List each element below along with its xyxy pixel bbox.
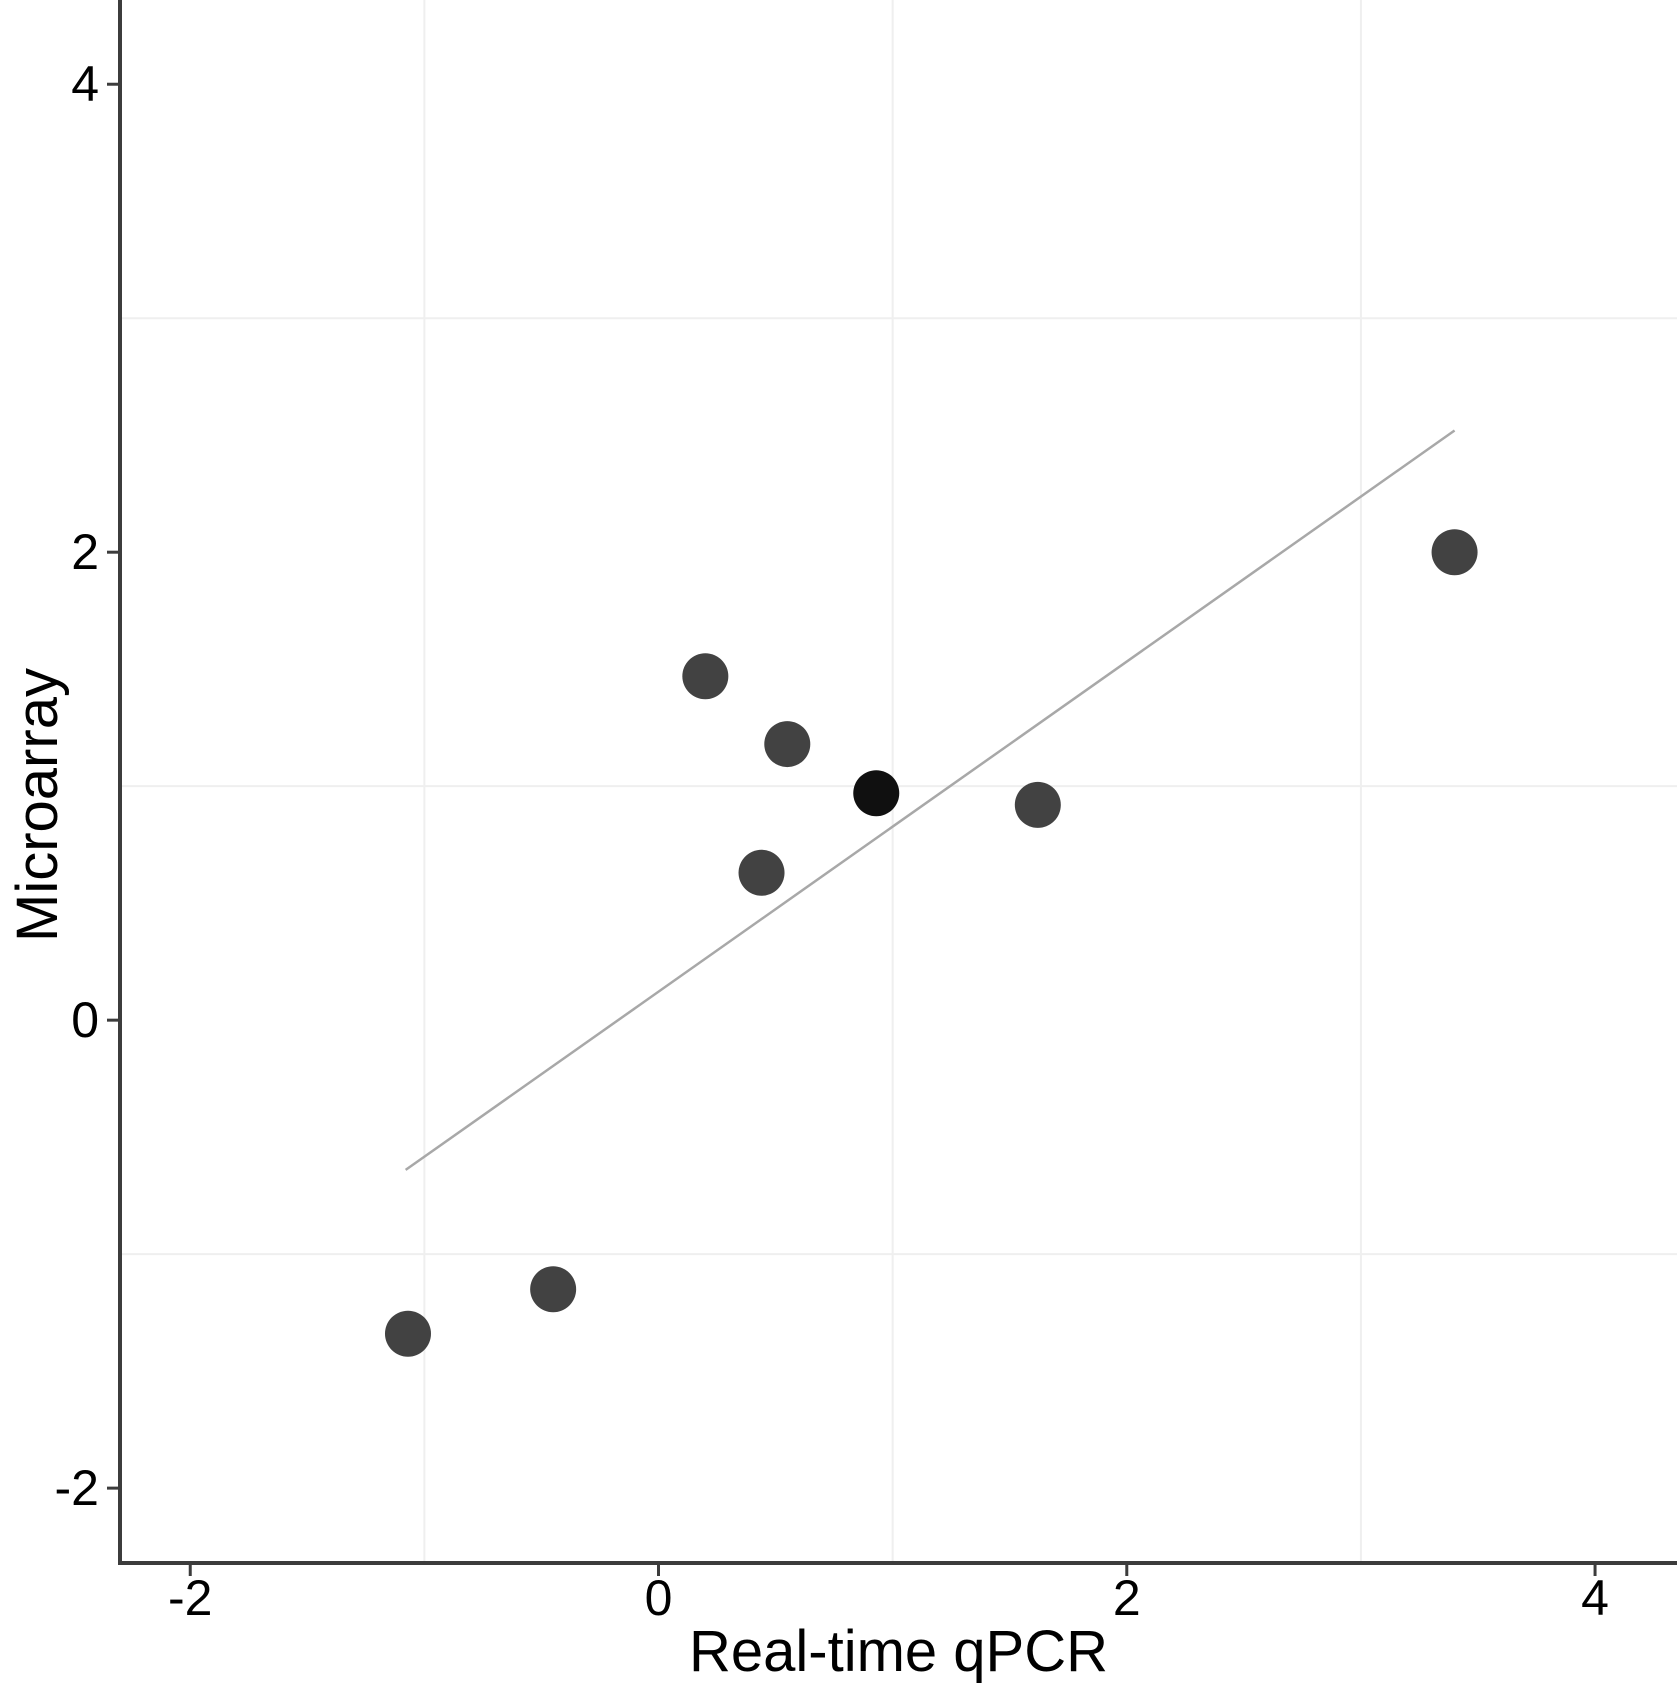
trend-line bbox=[404, 429, 1456, 1171]
data-point bbox=[764, 721, 811, 768]
x-tick-label: 2 bbox=[1113, 1570, 1141, 1626]
x-axis-title: Real-time qPCR bbox=[689, 1619, 1108, 1684]
data-point bbox=[1014, 781, 1061, 828]
x-tick-label: 0 bbox=[645, 1570, 673, 1626]
y-tick-label: 4 bbox=[71, 56, 99, 112]
y-axis-title: Microarray bbox=[5, 668, 70, 942]
y-tick-label: -2 bbox=[55, 1460, 99, 1516]
data-point bbox=[384, 1310, 431, 1357]
data-point bbox=[853, 770, 900, 817]
data-point bbox=[738, 849, 785, 896]
x-tick-label: -2 bbox=[168, 1570, 212, 1626]
x-tick-label: 4 bbox=[1581, 1570, 1609, 1626]
y-tick-label: 2 bbox=[71, 524, 99, 580]
y-tick-label: 0 bbox=[71, 992, 99, 1048]
data-point bbox=[530, 1266, 577, 1313]
data-point bbox=[682, 653, 729, 700]
data-point bbox=[1431, 529, 1478, 576]
